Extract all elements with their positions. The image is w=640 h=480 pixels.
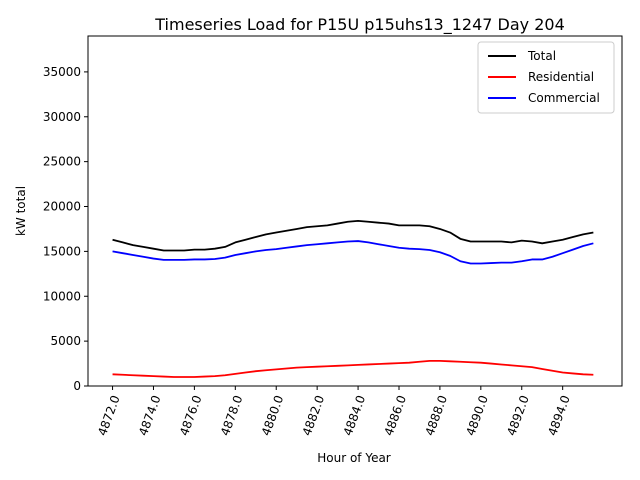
y-tick-label: 30000	[43, 110, 81, 124]
y-tick-label: 25000	[43, 155, 81, 169]
y-tick-label: 35000	[43, 65, 81, 79]
y-tick-label: 20000	[43, 200, 81, 214]
legend-label-residential: Residential	[528, 70, 594, 84]
y-tick-label: 0	[73, 379, 81, 393]
x-axis-label: Hour of Year	[317, 451, 391, 465]
legend-box	[477, 41, 615, 114]
y-axis-label: kW total	[14, 186, 28, 236]
plot-frame	[87, 35, 623, 387]
series-line-commercial	[112, 240, 594, 265]
chart-title: Timeseries Load for P15U p15uhs13_1247 D…	[154, 15, 565, 35]
series-line-residential	[112, 359, 594, 378]
legend: Total Residential Commercial	[477, 41, 615, 114]
legend-label-commercial: Commercial	[528, 91, 600, 105]
y-tick-label: 15000	[43, 244, 81, 258]
y-tick-label: 5000	[50, 334, 81, 348]
legend-label-total: Total	[527, 49, 556, 63]
series-line-total	[112, 219, 594, 252]
y-tick-label: 10000	[43, 289, 81, 303]
